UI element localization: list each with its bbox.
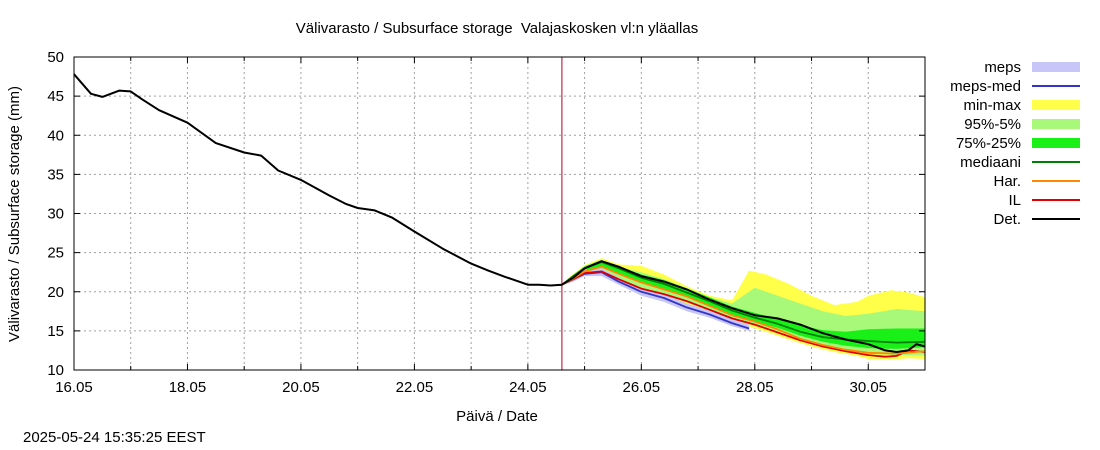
legend-item-p95_5: 95%-5%: [964, 116, 1080, 133]
tick-layer: 10 15 20 25 30 35 40 45 50 16.05 18.05 20.05 22.05 24…: [47, 49, 926, 396]
legend-label-det: Det.: [993, 211, 1021, 228]
series-det: [73, 73, 926, 353]
legend-item-il: IL: [1008, 192, 1080, 209]
legend-swatch-p95_5: [1032, 119, 1080, 129]
x-tick-label-22.05: 22.05: [396, 379, 434, 396]
legend-item-min_max: min-max: [963, 97, 1080, 114]
y-tick-label-10: 10: [47, 362, 64, 379]
legend-swatch-meps: [1032, 62, 1080, 72]
legend-label-min_max: min-max: [963, 97, 1021, 114]
generation-timestamp: 2025-05-24 15:35:25 EEST: [23, 429, 206, 446]
band-p75_25: [561, 260, 925, 349]
legend-item-meps: meps: [984, 59, 1080, 76]
legend-item-p75_25: 75%-25%: [956, 135, 1080, 152]
band-meps: [561, 268, 750, 331]
series-il: [561, 270, 926, 358]
y-axis-label: Välivarasto / Subsurface storage (mm): [6, 86, 23, 342]
band-layer: [561, 258, 925, 360]
x-tick-label-16.05: 16.05: [55, 379, 93, 396]
y-tick-label-50: 50: [47, 49, 64, 66]
line-layer: [73, 57, 926, 370]
legend-label-il: IL: [1008, 192, 1021, 209]
legend-item-det: Det.: [993, 211, 1080, 228]
y-tick-label-25: 25: [47, 245, 64, 262]
legend-item-har: Har.: [993, 173, 1080, 190]
legend-label-meps: meps: [984, 59, 1021, 76]
legend-item-mediaani: mediaani: [960, 154, 1080, 171]
x-axis-label: Päivä / Date: [456, 408, 538, 425]
x-tick-label-20.05: 20.05: [282, 379, 320, 396]
x-tick-label-24.05: 24.05: [509, 379, 547, 396]
x-tick-label-18.05: 18.05: [169, 379, 207, 396]
y-tick-label-40: 40: [47, 127, 64, 144]
legend-swatch-p75_25: [1032, 138, 1080, 148]
legend-swatch-min_max: [1032, 100, 1080, 110]
chart-title: Välivarasto / Subsurface storage Valajas…: [296, 20, 698, 37]
legend: meps meps-med min-max 95%-5% 75%-25% mediaani…: [950, 59, 1080, 228]
legend-label-mediaani: mediaani: [960, 154, 1021, 171]
x-tick-label-26.05: 26.05: [623, 379, 661, 396]
y-tick-label-30: 30: [47, 206, 64, 223]
y-tick-label-20: 20: [47, 284, 64, 301]
series-har: [561, 265, 926, 355]
legend-item-meps_med: meps-med: [950, 78, 1080, 95]
y-tick-label-15: 15: [47, 323, 64, 340]
y-tick-label-35: 35: [47, 166, 64, 183]
x-tick-label-28.05: 28.05: [736, 379, 774, 396]
legend-label-p95_5: 95%-5%: [964, 116, 1021, 133]
legend-label-har: Har.: [993, 173, 1021, 190]
x-tick-label-30.05: 30.05: [849, 379, 887, 396]
legend-label-meps_med: meps-med: [950, 78, 1021, 95]
y-tick-label-45: 45: [47, 88, 64, 105]
legend-label-p75_25: 75%-25%: [956, 135, 1021, 152]
